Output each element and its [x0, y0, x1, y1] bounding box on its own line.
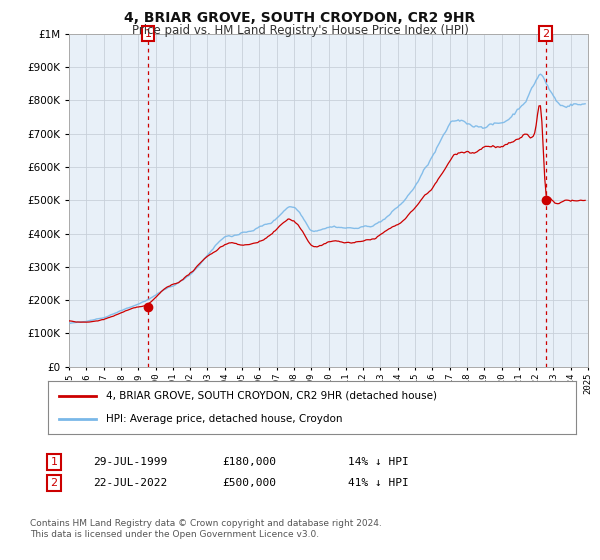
Text: £180,000: £180,000 [222, 457, 276, 467]
Text: 4, BRIAR GROVE, SOUTH CROYDON, CR2 9HR (detached house): 4, BRIAR GROVE, SOUTH CROYDON, CR2 9HR (… [106, 391, 437, 401]
Text: Price paid vs. HM Land Registry's House Price Index (HPI): Price paid vs. HM Land Registry's House … [131, 24, 469, 36]
Text: 41% ↓ HPI: 41% ↓ HPI [348, 478, 409, 488]
Text: 14% ↓ HPI: 14% ↓ HPI [348, 457, 409, 467]
Text: 1: 1 [50, 457, 58, 467]
Text: £500,000: £500,000 [222, 478, 276, 488]
Text: 29-JUL-1999: 29-JUL-1999 [93, 457, 167, 467]
Text: 22-JUL-2022: 22-JUL-2022 [93, 478, 167, 488]
Text: 2: 2 [50, 478, 58, 488]
Text: 4, BRIAR GROVE, SOUTH CROYDON, CR2 9HR: 4, BRIAR GROVE, SOUTH CROYDON, CR2 9HR [124, 11, 476, 25]
Text: 2: 2 [542, 29, 549, 39]
Text: HPI: Average price, detached house, Croydon: HPI: Average price, detached house, Croy… [106, 414, 343, 424]
Text: 1: 1 [145, 29, 152, 39]
Text: Contains HM Land Registry data © Crown copyright and database right 2024.
This d: Contains HM Land Registry data © Crown c… [30, 520, 382, 539]
